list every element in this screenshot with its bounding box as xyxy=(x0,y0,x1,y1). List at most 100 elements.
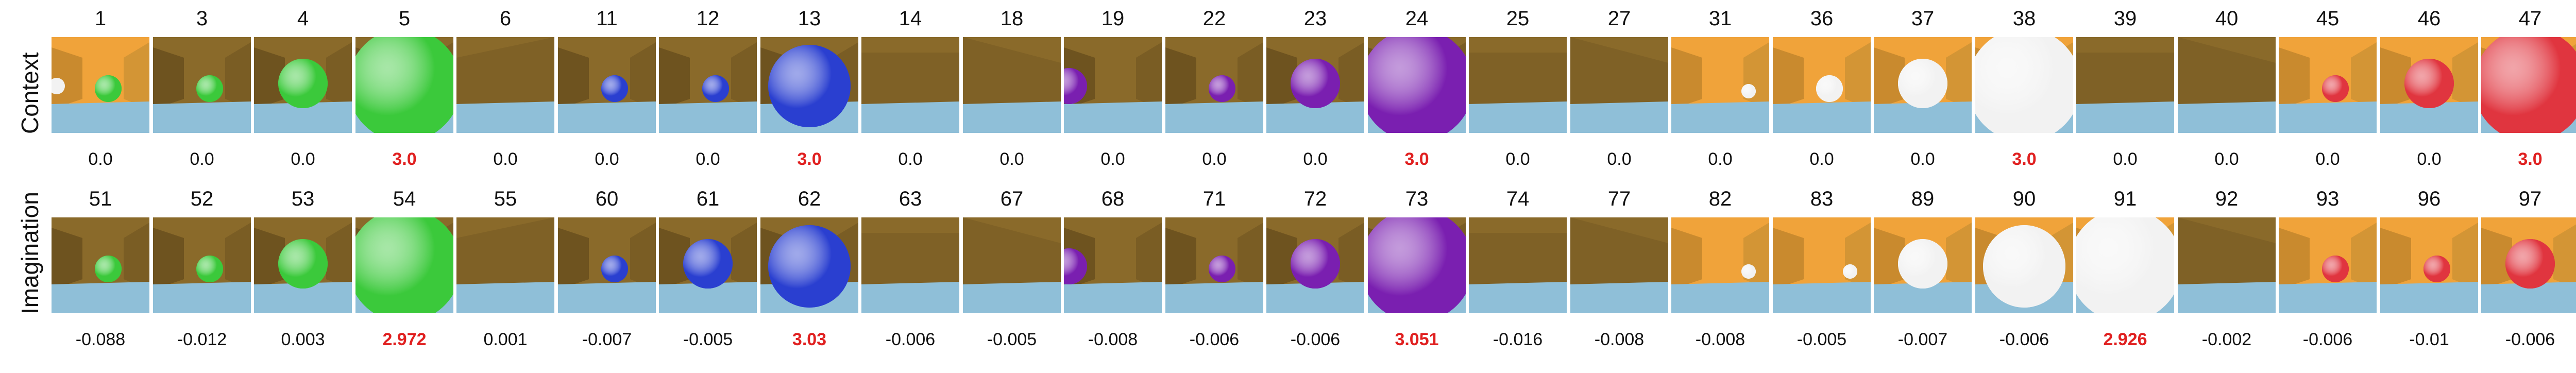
frame-thumbnail xyxy=(1368,37,1466,133)
context-frame-19: 19 0.0 xyxy=(1064,5,1162,169)
frame-thumbnail xyxy=(1064,217,1162,313)
scene-render xyxy=(2076,217,2174,313)
context-frame-40: 40 0.0 xyxy=(2178,5,2276,169)
reward-value: -0.005 xyxy=(987,330,1037,349)
scene-render xyxy=(1266,217,1364,313)
frame-number: 38 xyxy=(2012,7,2036,30)
imagination-frame-62: 62 3.03 xyxy=(760,185,858,349)
context-frame-6: 6 0.0 xyxy=(456,5,554,169)
frame-thumbnail xyxy=(355,217,453,313)
frame-thumbnail xyxy=(1773,217,1871,313)
reward-value: 3.0 xyxy=(2012,149,2037,169)
reward-value: 0.0 xyxy=(2417,149,2442,169)
reward-value: -0.006 xyxy=(1290,330,1341,349)
frame-number: 55 xyxy=(494,188,517,210)
frame-number: 73 xyxy=(1405,188,1429,210)
imagination-frame-74: 74 -0.016 xyxy=(1469,185,1567,349)
reward-value: -0.088 xyxy=(75,330,126,349)
context-frame-23: 23 0.0 xyxy=(1266,5,1364,169)
imagination-frame-82: 82 -0.008 xyxy=(1671,185,1769,349)
reward-value: 0.0 xyxy=(1910,149,1935,169)
scene-render xyxy=(254,217,352,313)
reward-value: 0.0 xyxy=(1708,149,1733,169)
reward-value: 0.001 xyxy=(483,330,528,349)
imagination-frame-51: 51 -0.088 xyxy=(52,185,149,349)
scene-render xyxy=(1165,217,1263,313)
imagination-frame-91: 91 2.926 xyxy=(2076,185,2174,349)
scene-render xyxy=(456,217,554,313)
scene-render xyxy=(1469,37,1567,133)
context-frame-25: 25 0.0 xyxy=(1469,5,1567,169)
scene-render xyxy=(2481,37,2576,133)
scene-render xyxy=(1266,37,1364,133)
imagination-frame-54: 54 2.972 xyxy=(355,185,453,349)
scene-render xyxy=(659,37,757,133)
scene-render xyxy=(1570,37,1668,133)
reward-value: -0.006 xyxy=(1999,330,2049,349)
frame-number: 11 xyxy=(596,7,618,30)
reward-value: 0.0 xyxy=(88,149,113,169)
frame-number: 60 xyxy=(595,188,619,210)
frame-number: 61 xyxy=(696,188,720,210)
frame-number: 72 xyxy=(1303,188,1327,210)
frame-number: 3 xyxy=(196,7,208,30)
scene-render xyxy=(1874,217,1972,313)
frame-number: 51 xyxy=(89,188,112,210)
imagination-frame-61: 61 -0.005 xyxy=(659,185,757,349)
scene-render xyxy=(456,37,554,133)
reward-value: 0.0 xyxy=(1809,149,1834,169)
imagination-frame-55: 55 0.001 xyxy=(456,185,554,349)
frame-number: 6 xyxy=(499,7,512,30)
context-frame-24: 24 3.0 xyxy=(1368,5,1466,169)
reward-value: 0.003 xyxy=(281,330,325,349)
reward-value: 3.0 xyxy=(392,149,417,169)
context-frame-37: 37 0.0 xyxy=(1874,5,1972,169)
frame-number: 25 xyxy=(1506,7,1530,30)
frame-number: 97 xyxy=(2518,188,2542,210)
frame-number: 39 xyxy=(2113,7,2137,30)
frame-number: 5 xyxy=(398,7,411,30)
scene-render xyxy=(1570,217,1668,313)
frame-number: 40 xyxy=(2215,7,2239,30)
scene-render xyxy=(52,37,149,133)
imagination-frame-93: 93 -0.006 xyxy=(2279,185,2377,349)
frame-number: 19 xyxy=(1101,7,1125,30)
scene-render xyxy=(1671,37,1769,133)
frame-thumbnail xyxy=(659,37,757,133)
frame-thumbnail xyxy=(254,217,352,313)
frame-thumbnail xyxy=(861,37,959,133)
imagination-frame-67: 67 -0.005 xyxy=(963,185,1061,349)
scene-render xyxy=(1469,217,1567,313)
scene-render xyxy=(1773,217,1871,313)
reward-value: 0.0 xyxy=(1100,149,1125,169)
frame-thumbnail xyxy=(1165,37,1263,133)
context-frame-47: 47 3.0 xyxy=(2481,5,2576,169)
imagination-frame-72: 72 -0.006 xyxy=(1266,185,1364,349)
frame-number: 92 xyxy=(2215,188,2239,210)
context-frame-5: 5 3.0 xyxy=(355,5,453,169)
reward-value: 0.0 xyxy=(696,149,720,169)
reward-value: -0.006 xyxy=(885,330,936,349)
reward-value: 0.0 xyxy=(493,149,518,169)
context-frame-11: 11 0.0 xyxy=(558,5,656,169)
frame-number: 45 xyxy=(2316,7,2340,30)
scene-render xyxy=(1064,37,1162,133)
reward-value: 3.051 xyxy=(1395,330,1439,349)
frame-number: 63 xyxy=(899,188,922,210)
context-frame-row: 1 0.0 3 0.0 4 0.0 5 3.0 6 0.0 11 0.0 12 0.0 13 3.0 14 0.0… xyxy=(52,5,2576,169)
row-label-imagination: Imagination xyxy=(16,192,43,314)
frame-number: 93 xyxy=(2316,188,2340,210)
context-frame-36: 36 0.0 xyxy=(1773,5,1871,169)
frame-number: 1 xyxy=(94,7,107,30)
context-frame-39: 39 0.0 xyxy=(2076,5,2174,169)
frame-number: 90 xyxy=(2012,188,2036,210)
context-frame-38: 38 3.0 xyxy=(1975,5,2073,169)
scene-render xyxy=(2481,217,2576,313)
frame-thumbnail xyxy=(2076,37,2174,133)
frame-number: 77 xyxy=(1607,188,1631,210)
scene-render xyxy=(153,37,251,133)
reward-value: 0.0 xyxy=(1607,149,1632,169)
imagination-frame-71: 71 -0.006 xyxy=(1165,185,1263,349)
context-frame-46: 46 0.0 xyxy=(2380,5,2478,169)
frame-thumbnail xyxy=(558,217,656,313)
